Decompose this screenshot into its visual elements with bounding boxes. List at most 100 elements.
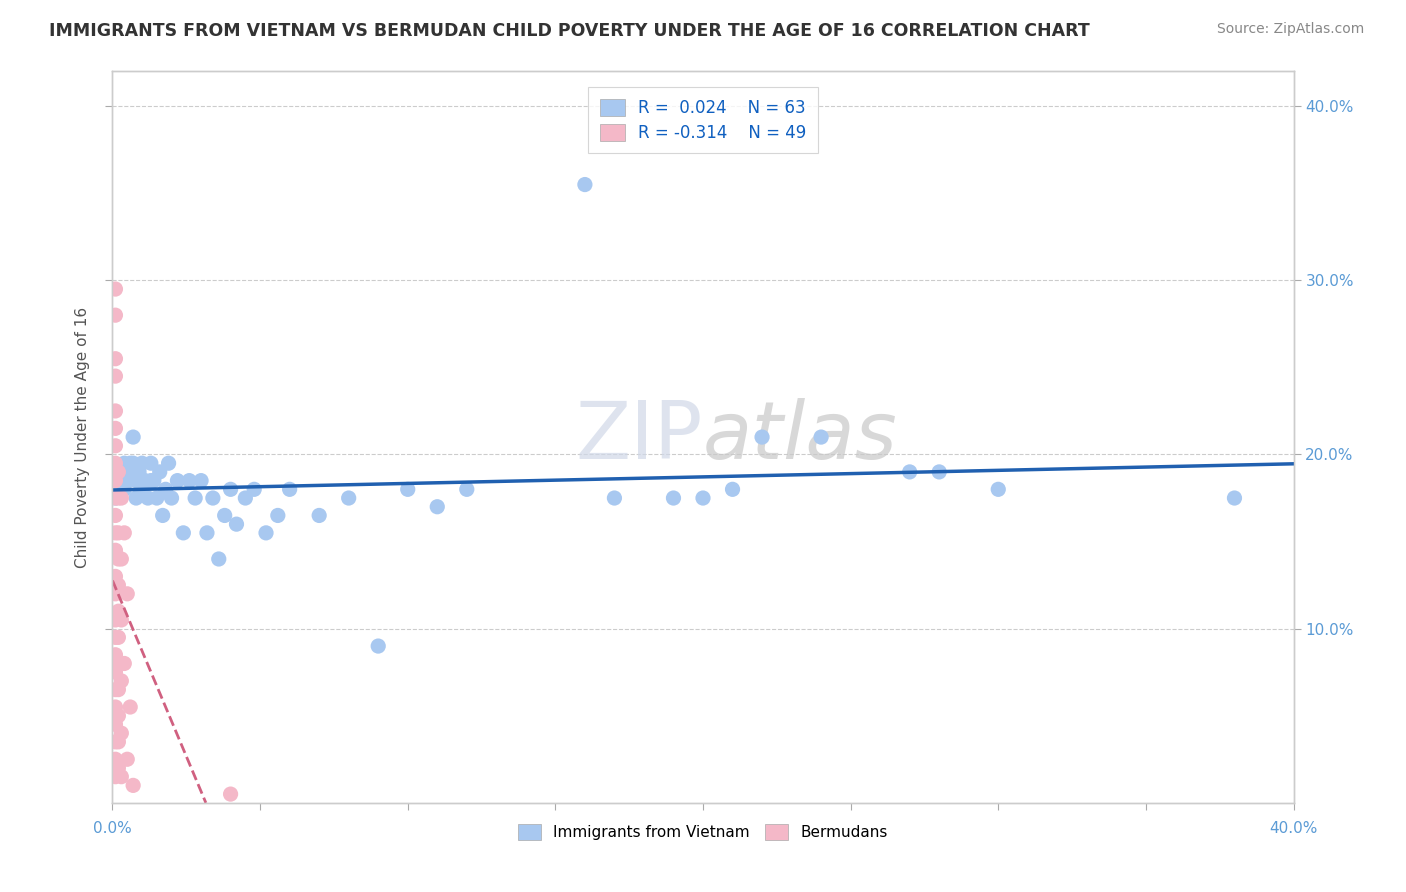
Point — [987, 483, 1010, 497]
Text: atlas: atlas — [703, 398, 898, 476]
Point — [107, 578, 129, 592]
Point — [104, 491, 127, 505]
Point — [157, 456, 180, 470]
Point — [131, 456, 153, 470]
Point — [112, 483, 135, 497]
Text: 40.0%: 40.0% — [1270, 821, 1317, 836]
Point — [214, 508, 236, 523]
Point — [104, 770, 127, 784]
Point — [160, 491, 183, 505]
Point — [120, 700, 142, 714]
Point — [104, 474, 127, 488]
Point — [190, 474, 212, 488]
Point — [810, 430, 832, 444]
Point — [107, 474, 129, 488]
Text: IMMIGRANTS FROM VIETNAM VS BERMUDAN CHILD POVERTY UNDER THE AGE OF 16 CORRELATIO: IMMIGRANTS FROM VIETNAM VS BERMUDAN CHIL… — [49, 22, 1090, 40]
Point — [136, 491, 159, 505]
Point — [110, 552, 132, 566]
Point — [110, 613, 132, 627]
Point — [337, 491, 360, 505]
Point — [104, 421, 127, 435]
Point — [117, 474, 138, 488]
Point — [134, 474, 156, 488]
Point — [107, 682, 129, 697]
Text: 0.0%: 0.0% — [93, 821, 132, 836]
Point — [1223, 491, 1246, 505]
Point — [225, 517, 247, 532]
Point — [146, 491, 169, 505]
Point — [107, 735, 129, 749]
Point — [104, 351, 127, 366]
Point — [104, 491, 127, 505]
Point — [179, 474, 201, 488]
Point — [155, 483, 177, 497]
Point — [308, 508, 330, 523]
Point — [152, 508, 174, 523]
Point — [166, 474, 188, 488]
Point — [928, 465, 950, 479]
Point — [243, 483, 266, 497]
Point — [104, 369, 127, 384]
Point — [107, 525, 129, 540]
Point — [898, 465, 921, 479]
Point — [104, 508, 127, 523]
Point — [254, 525, 277, 540]
Point — [112, 657, 135, 671]
Point — [110, 726, 132, 740]
Point — [104, 613, 127, 627]
Point — [104, 439, 127, 453]
Point — [107, 657, 129, 671]
Point — [692, 491, 714, 505]
Point — [104, 587, 127, 601]
Point — [131, 483, 153, 497]
Point — [139, 474, 162, 488]
Point — [367, 639, 389, 653]
Point — [456, 483, 478, 497]
Point — [172, 525, 194, 540]
Point — [107, 708, 129, 723]
Text: Source: ZipAtlas.com: Source: ZipAtlas.com — [1216, 22, 1364, 37]
Point — [104, 404, 127, 418]
Point — [122, 430, 145, 444]
Point — [104, 735, 127, 749]
Point — [110, 673, 132, 688]
Point — [233, 491, 256, 505]
Point — [184, 491, 207, 505]
Point — [104, 456, 127, 470]
Point — [110, 474, 132, 488]
Point — [107, 465, 129, 479]
Point — [107, 552, 129, 566]
Point — [104, 717, 127, 731]
Point — [426, 500, 449, 514]
Point — [120, 456, 142, 470]
Point — [128, 474, 150, 488]
Point — [574, 178, 596, 192]
Point — [267, 508, 290, 523]
Point — [104, 631, 127, 645]
Point — [117, 465, 138, 479]
Point — [122, 456, 145, 470]
Point — [278, 483, 301, 497]
Point — [110, 491, 132, 505]
Legend: Immigrants from Vietnam, Bermudans: Immigrants from Vietnam, Bermudans — [512, 818, 894, 847]
Point — [219, 483, 242, 497]
Point — [201, 491, 224, 505]
Point — [149, 465, 172, 479]
Point — [120, 465, 142, 479]
Point — [117, 587, 138, 601]
Point — [128, 465, 150, 479]
Point — [104, 648, 127, 662]
Point — [110, 465, 132, 479]
Point — [107, 761, 129, 775]
Point — [107, 604, 129, 618]
Point — [104, 525, 127, 540]
Point — [112, 525, 135, 540]
Point — [104, 700, 127, 714]
Point — [142, 474, 165, 488]
Point — [104, 308, 127, 322]
Point — [195, 525, 218, 540]
Point — [751, 430, 773, 444]
Point — [721, 483, 744, 497]
Point — [662, 491, 685, 505]
Point — [396, 483, 419, 497]
